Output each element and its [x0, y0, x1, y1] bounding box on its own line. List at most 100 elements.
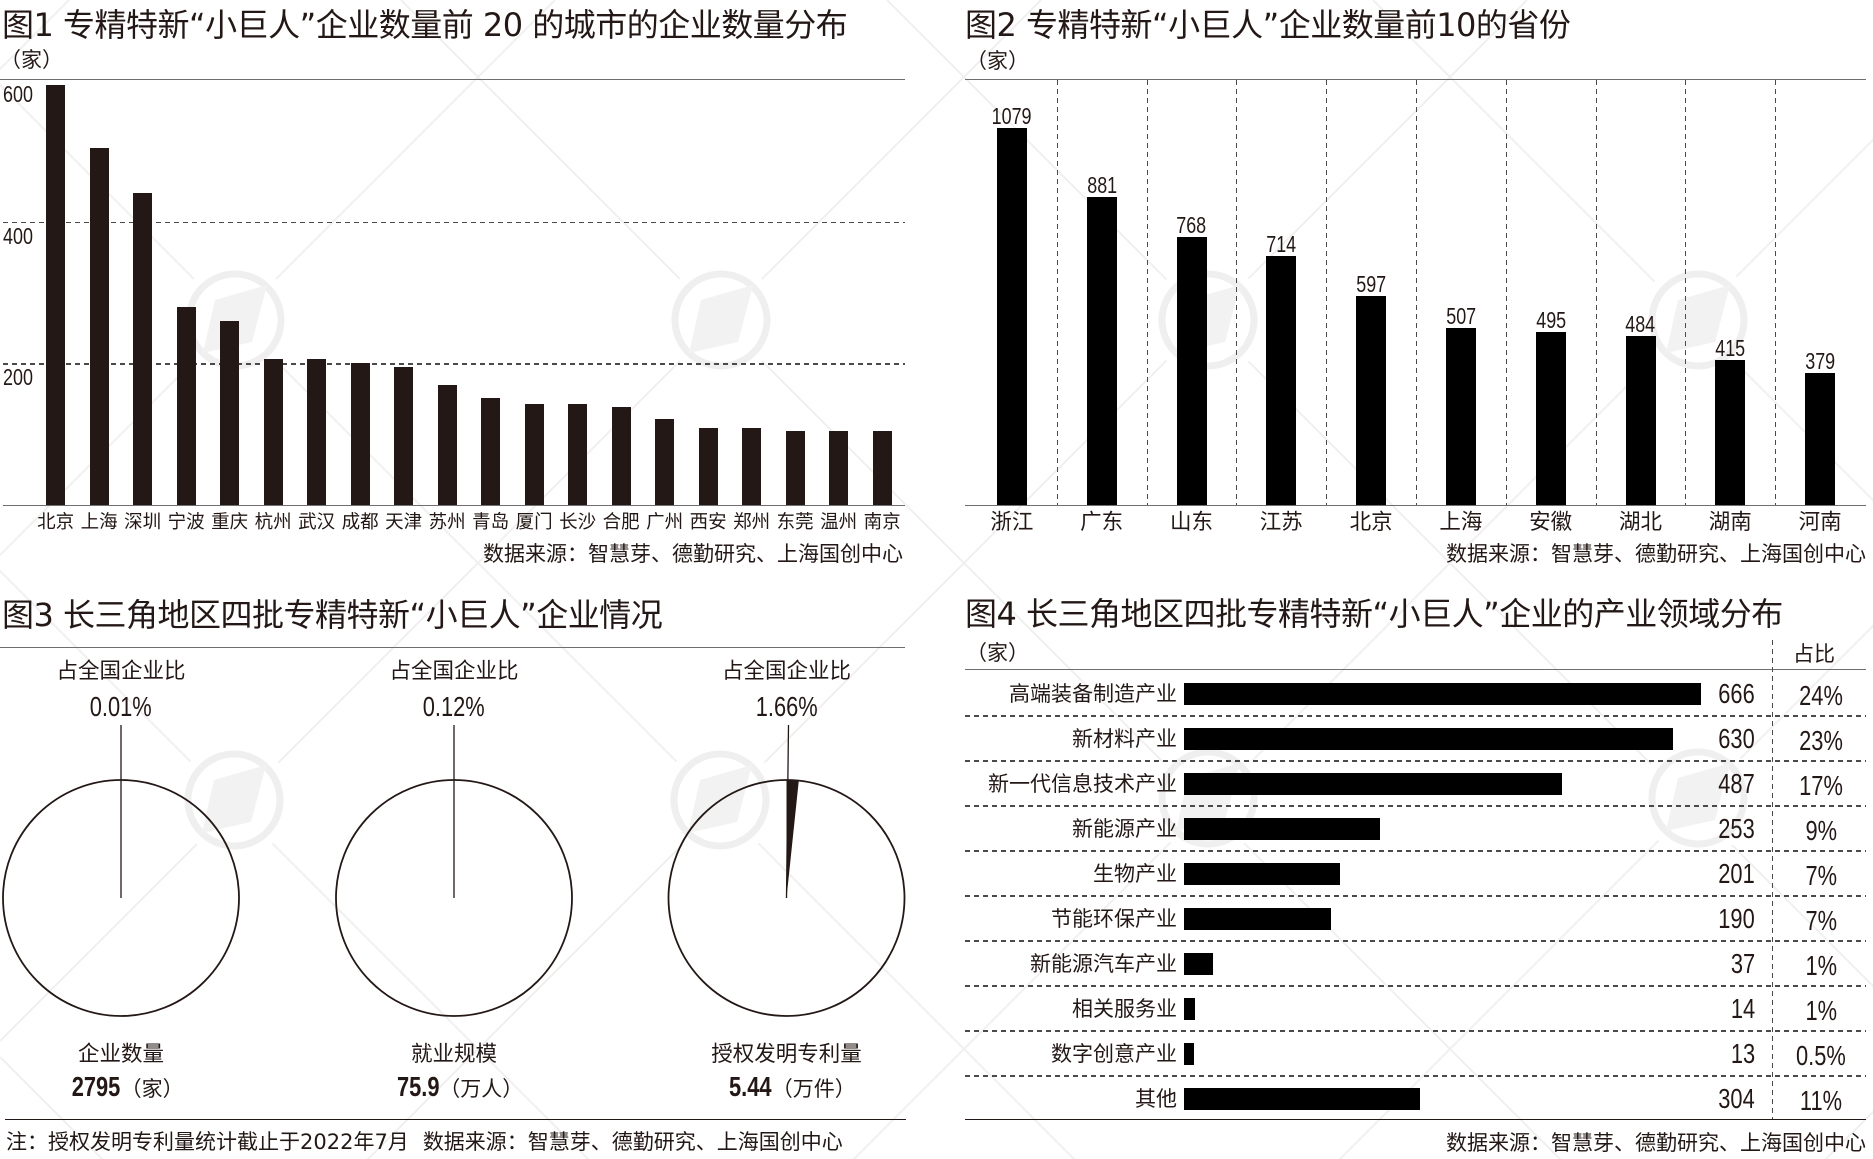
x-tick-label: 江苏 [1259, 510, 1303, 535]
row-value-number: 14 [1730, 993, 1755, 1024]
row-value: 487 [1655, 769, 1755, 799]
column-divider [1146, 80, 1148, 505]
row-value-number: 304 [1718, 1083, 1755, 1114]
row-separator [965, 760, 1866, 762]
figure2-source: 数据来源：智慧芽、德勤研究、上海国创中心 [1446, 542, 1866, 566]
x-tick-label: 合肥 [602, 512, 640, 533]
figure4-source: 数据来源：智慧芽、德勤研究、上海国创中心 [1446, 1131, 1866, 1155]
column-divider [1416, 80, 1418, 505]
row-value-number: 630 [1718, 723, 1755, 754]
figure2-top-rule [965, 79, 1866, 80]
row-share-number: 24% [1799, 679, 1843, 711]
pie-share-number: 1.66% [755, 691, 818, 722]
bar [1184, 952, 1213, 975]
bar [1535, 332, 1566, 505]
data-label-value: 507 [1445, 302, 1476, 329]
watermark-icon [663, 262, 779, 378]
row-share: 11% [1771, 1084, 1871, 1116]
bar [133, 192, 153, 505]
pie-metric-unit: （家） [120, 1077, 184, 1101]
x-tick-label: 温州 [820, 512, 858, 533]
row-share-number: 17% [1799, 769, 1843, 801]
data-label: 379 [1770, 349, 1870, 373]
data-label: 768 [1142, 213, 1242, 237]
row-share-number: 7% [1805, 904, 1837, 936]
row-share-number: 23% [1799, 724, 1843, 756]
bar [1184, 1042, 1195, 1065]
data-label: 714 [1231, 232, 1331, 256]
row-label: 新能源产业 [1072, 816, 1177, 841]
bar [742, 427, 762, 505]
data-label: 597 [1321, 273, 1421, 296]
bar [1086, 197, 1117, 505]
row-share-number: 9% [1805, 814, 1837, 846]
data-label: 415 [1680, 337, 1780, 360]
row-separator [965, 715, 1866, 717]
pie-share-value: 1.66% [667, 692, 907, 722]
watermark-icon [1640, 262, 1756, 378]
row-label: 数字创意产业 [1051, 1041, 1177, 1066]
y-tick-label: 200 [3, 366, 41, 390]
column-divider [1236, 80, 1238, 505]
data-label: 1079 [962, 105, 1062, 128]
figure4-top-rule [965, 669, 1866, 670]
x-tick-label: 山东 [1169, 510, 1213, 535]
x-tick-label: 武汉 [298, 512, 336, 533]
bar [1184, 1087, 1420, 1110]
pie-metric-label: 企业数量 [77, 1042, 164, 1067]
row-value: 190 [1655, 904, 1755, 934]
row-label: 相关服务业 [1072, 996, 1177, 1021]
bar [1715, 360, 1746, 505]
x-tick-label: 浙江 [990, 510, 1034, 535]
x-tick-label: 青岛 [472, 512, 510, 533]
bar [437, 385, 457, 505]
pie-metric-unit: （万人） [439, 1077, 524, 1101]
bar [872, 431, 892, 505]
pie-chart [335, 725, 573, 1017]
pie-metric-value: 5.44（万件） [657, 1071, 917, 1105]
column-divider [1595, 80, 1597, 505]
bar [263, 359, 283, 505]
x-tick-label: 长沙 [559, 512, 597, 533]
figure1-unit-label: （家） [0, 48, 63, 72]
data-label-value: 495 [1535, 307, 1566, 334]
y-tick-label: 400 [3, 224, 41, 249]
figure4-unit-label: （家） [966, 641, 1029, 665]
x-tick-label: 杭州 [254, 512, 292, 533]
y-tick-value: 600 [3, 81, 33, 107]
pie-share-label: 占全国企业比 [721, 659, 851, 684]
row-share-number: 0.5% [1796, 1039, 1846, 1071]
data-label-value: 881 [1086, 172, 1117, 199]
figure1-source: 数据来源：智慧芽、德勤研究、上海国创中心 [483, 542, 903, 566]
row-separator [965, 1075, 1866, 1077]
figure3-title: 图3 长三角地区四批专精特新“小巨人”企业情况 [2, 596, 663, 634]
row-value-number: 13 [1730, 1038, 1755, 1069]
pie-share-label: 占全国企业比 [56, 659, 186, 684]
row-value-number: 190 [1718, 903, 1755, 934]
x-tick-label: 宁波 [167, 512, 205, 533]
row-separator [965, 805, 1866, 807]
pie-leader-line [785, 724, 790, 899]
row-share-number: 1% [1805, 994, 1837, 1026]
bar [481, 398, 501, 505]
row-separator [965, 985, 1866, 987]
bar [46, 84, 66, 505]
pie-share-value: 0.12% [334, 692, 574, 722]
row-share-number: 11% [1799, 1084, 1843, 1116]
pie-metric-number: 2795 [72, 1071, 121, 1102]
figure2-title: 图2 专精特新“小巨人”企业数量前10的省份 [965, 6, 1571, 44]
pie-chart [667, 724, 906, 1017]
watermark-icon [1640, 740, 1756, 856]
bar [1184, 907, 1332, 930]
data-label-value: 1079 [991, 103, 1032, 129]
x-tick-label: 安徽 [1529, 510, 1573, 535]
row-value-number: 201 [1718, 858, 1755, 889]
bar [176, 307, 196, 505]
x-tick-label: 天津 [385, 512, 423, 533]
figure3-pie-canvas [2, 724, 906, 1017]
figure2-unit-label: （家） [966, 49, 1029, 73]
bar [1184, 682, 1701, 705]
bar [1625, 335, 1656, 505]
